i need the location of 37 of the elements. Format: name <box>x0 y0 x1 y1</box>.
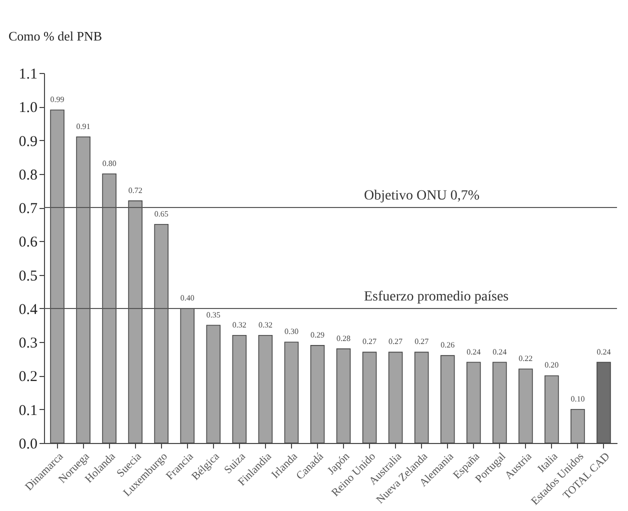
data-label: 0.99 <box>50 95 64 104</box>
y-tick-label: 1.0 <box>18 100 38 116</box>
y-tick-label: 0.8 <box>18 167 38 184</box>
data-label: 0.72 <box>128 186 142 195</box>
data-label: 0.27 <box>414 337 429 346</box>
y-tick-label: 0.1 <box>18 402 38 419</box>
data-label: 0.27 <box>388 337 403 346</box>
data-label: 0.29 <box>310 330 324 340</box>
data-label: 0.32 <box>232 320 246 330</box>
data-label: 0.91 <box>76 122 90 131</box>
data-label: 0.10 <box>570 394 585 404</box>
data-label: 0.65 <box>154 209 168 218</box>
data-label: 0.24 <box>492 347 507 356</box>
y-tick-label: 1.1 <box>18 66 38 82</box>
y-tick-label: 0.3 <box>18 336 38 352</box>
data-label: 0.24 <box>466 347 481 356</box>
y-tick-label: 0.7 <box>18 201 38 218</box>
y-axis-title: Como % del PNB <box>8 28 102 44</box>
data-label: 0.20 <box>544 360 559 370</box>
data-label: 0.27 <box>362 337 377 346</box>
y-tick-label: 0.4 <box>18 302 38 318</box>
ref-line-label: Esfuerzo promedio países <box>364 289 509 304</box>
data-label: 0.80 <box>102 158 116 168</box>
data-label: 0.32 <box>258 320 272 330</box>
data-label: 0.22 <box>518 354 533 363</box>
y-tick-label: 0.0 <box>18 436 38 452</box>
y-tick-label: 0.9 <box>18 134 38 150</box>
data-label: 0.40 <box>180 293 194 302</box>
y-tick-label: 0.5 <box>18 268 38 284</box>
data-label: 0.24 <box>596 347 611 356</box>
y-tick-label: 0.2 <box>18 369 38 386</box>
data-label: 0.26 <box>440 340 455 350</box>
data-label: 0.35 <box>206 310 220 320</box>
y-tick-label: 0.6 <box>18 234 38 251</box>
data-label: 0.30 <box>284 327 298 336</box>
ref-line-label: Objetivo ONU 0,7% <box>364 188 480 204</box>
data-label: 0.28 <box>336 334 351 343</box>
